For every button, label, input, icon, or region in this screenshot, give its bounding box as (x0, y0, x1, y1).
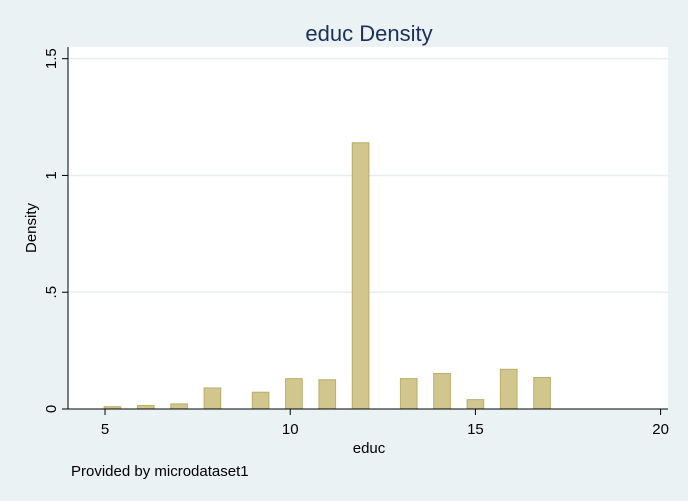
x-tick-label: 5 (101, 421, 109, 438)
y-axis-label: Density (23, 202, 40, 253)
y-tick-label: 1.5 (43, 48, 60, 69)
density-bar (136, 404, 155, 410)
x-ticks: 5 10 15 20 (101, 409, 669, 438)
density-bar (399, 378, 418, 410)
x-axis-label: educ (353, 440, 386, 457)
y-tick-label: 0 (43, 405, 60, 413)
density-bar (251, 391, 270, 410)
density-bar (170, 403, 188, 410)
density-bar (533, 376, 551, 410)
density-bar (203, 387, 222, 410)
x-tick-label: 20 (652, 421, 669, 438)
density-bar (466, 399, 485, 410)
source-note: Provided by microdataset1 (71, 463, 249, 480)
x-tick-label: 10 (282, 421, 299, 438)
density-bar (351, 142, 370, 410)
density-bar (433, 373, 451, 410)
density-bar (285, 378, 303, 410)
x-tick-label: 15 (467, 421, 484, 438)
y-tick-label: 1 (43, 171, 60, 179)
chart-title: educ Density (305, 21, 432, 46)
y-ticks: 0 .5 1 1.5 (43, 48, 68, 413)
y-tick-label: .5 (43, 286, 60, 299)
density-bar (499, 368, 518, 410)
density-bar (318, 379, 337, 410)
